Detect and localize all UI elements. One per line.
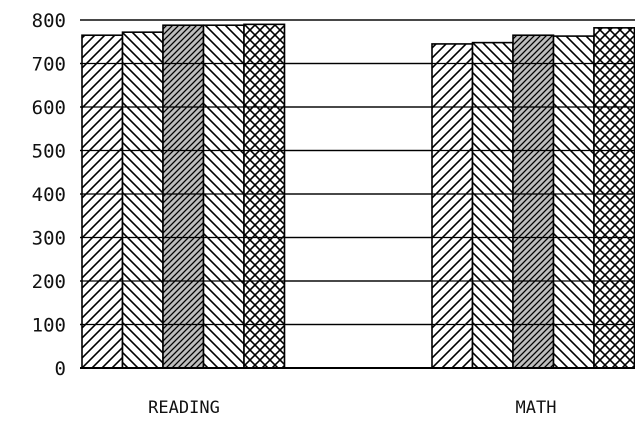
y-tick-label: 700 (32, 54, 66, 76)
bar-math-2 (471, 41, 514, 369)
bar-reading-3 (162, 24, 205, 369)
bar-math-1 (431, 43, 474, 369)
bar-math-3 (512, 34, 555, 369)
bars (80, 19, 635, 369)
bar-reading-5 (243, 23, 286, 369)
bar-math-4 (552, 35, 595, 369)
y-tick-label: 200 (32, 271, 66, 293)
y-tick-label: 800 (32, 10, 66, 32)
y-axis-ticks: 0 100 200 300 400 500 600 700 800 (32, 10, 66, 380)
y-tick-label: 100 (32, 315, 66, 337)
y-tick-label: 600 (32, 97, 66, 119)
x-axis-categories: READING MATH (148, 398, 556, 418)
bar-reading-2 (121, 31, 164, 369)
bar-math-5 (593, 27, 635, 369)
bar-reading-4 (202, 24, 245, 369)
y-tick-label: 300 (32, 228, 66, 250)
x-category-label: READING (148, 398, 220, 418)
y-tick-label: 500 (32, 141, 66, 163)
y-tick-label: 400 (32, 184, 66, 206)
y-tick-label: 0 (55, 358, 66, 380)
x-category-label: MATH (516, 398, 557, 418)
bar-reading-1 (81, 34, 124, 369)
